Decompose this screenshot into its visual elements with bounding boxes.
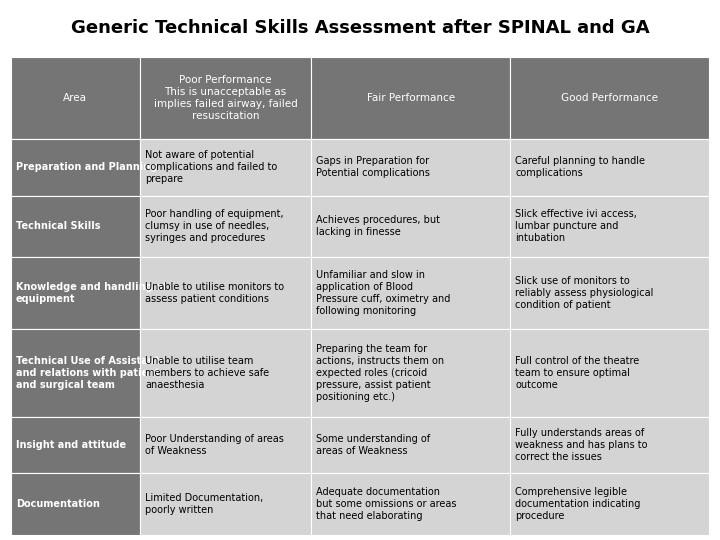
- Text: Achieves procedures, but
lacking in finesse: Achieves procedures, but lacking in fine…: [316, 215, 440, 237]
- Bar: [510, 57, 709, 139]
- Bar: [510, 473, 709, 535]
- Bar: [11, 57, 140, 139]
- Bar: [11, 257, 140, 329]
- Text: Insight and attitude: Insight and attitude: [16, 440, 126, 450]
- Text: Careful planning to handle
complications: Careful planning to handle complications: [516, 157, 645, 179]
- Bar: [11, 473, 140, 535]
- Text: Good Performance: Good Performance: [561, 93, 658, 103]
- Bar: [140, 139, 311, 195]
- Bar: [311, 57, 510, 139]
- Text: Not aware of potential
complications and failed to
prepare: Not aware of potential complications and…: [145, 151, 277, 185]
- Text: Poor Performance
This is unacceptable as
implies failed airway, failed
resuscita: Poor Performance This is unacceptable as…: [153, 75, 297, 121]
- Bar: [140, 195, 311, 257]
- Text: Fair Performance: Fair Performance: [366, 93, 455, 103]
- Bar: [510, 329, 709, 417]
- Bar: [11, 139, 140, 195]
- Text: Unable to utilise monitors to
assess patient conditions: Unable to utilise monitors to assess pat…: [145, 282, 284, 304]
- Text: Gaps in Preparation for
Potential complications: Gaps in Preparation for Potential compli…: [316, 157, 430, 179]
- Text: Technical Skills: Technical Skills: [16, 221, 100, 231]
- Bar: [11, 329, 140, 417]
- Text: Technical Use of Assistants
and relations with patient
and surgical team: Technical Use of Assistants and relation…: [16, 356, 165, 390]
- Text: Unfamiliar and slow in
application of Blood
Pressure cuff, oximetry and
followin: Unfamiliar and slow in application of Bl…: [316, 270, 451, 316]
- Bar: [510, 257, 709, 329]
- Text: Preparing the team for
actions, instructs them on
expected roles (cricoid
pressu: Preparing the team for actions, instruct…: [316, 344, 444, 402]
- Bar: [510, 417, 709, 473]
- Text: Documentation: Documentation: [16, 499, 99, 509]
- Bar: [140, 417, 311, 473]
- Text: Poor handling of equipment,
clumsy in use of needles,
syringes and procedures: Poor handling of equipment, clumsy in us…: [145, 209, 284, 243]
- Text: Area: Area: [63, 93, 87, 103]
- Text: Preparation and Planning: Preparation and Planning: [16, 163, 157, 172]
- Text: Comprehensive legible
documentation indicating
procedure: Comprehensive legible documentation indi…: [516, 487, 641, 521]
- Bar: [311, 417, 510, 473]
- Bar: [311, 195, 510, 257]
- Text: Full control of the theatre
team to ensure optimal
outcome: Full control of the theatre team to ensu…: [516, 356, 639, 390]
- Text: Unable to utilise team
members to achieve safe
anaesthesia: Unable to utilise team members to achiev…: [145, 356, 269, 390]
- Text: Limited Documentation,
poorly written: Limited Documentation, poorly written: [145, 493, 264, 515]
- Bar: [140, 257, 311, 329]
- Bar: [311, 473, 510, 535]
- Text: Poor Understanding of areas
of Weakness: Poor Understanding of areas of Weakness: [145, 434, 284, 456]
- Text: Some understanding of
areas of Weakness: Some understanding of areas of Weakness: [316, 434, 431, 456]
- Text: Slick use of monitors to
reliably assess physiological
condition of patient: Slick use of monitors to reliably assess…: [516, 276, 654, 310]
- Bar: [510, 195, 709, 257]
- Bar: [311, 257, 510, 329]
- Text: Fully understands areas of
weakness and has plans to
correct the issues: Fully understands areas of weakness and …: [516, 428, 648, 462]
- Text: Knowledge and handling of
equipment: Knowledge and handling of equipment: [16, 282, 167, 304]
- Bar: [140, 473, 311, 535]
- Text: Slick effective ivi access,
lumbar puncture and
intubation: Slick effective ivi access, lumbar punct…: [516, 209, 637, 243]
- Bar: [140, 329, 311, 417]
- Bar: [311, 329, 510, 417]
- Bar: [11, 417, 140, 473]
- Bar: [140, 57, 311, 139]
- Text: Adequate documentation
but some omissions or areas
that need elaborating: Adequate documentation but some omission…: [316, 487, 456, 521]
- Bar: [11, 195, 140, 257]
- Bar: [510, 139, 709, 195]
- Text: Generic Technical Skills Assessment after SPINAL and GA: Generic Technical Skills Assessment afte…: [71, 19, 649, 37]
- Bar: [311, 139, 510, 195]
